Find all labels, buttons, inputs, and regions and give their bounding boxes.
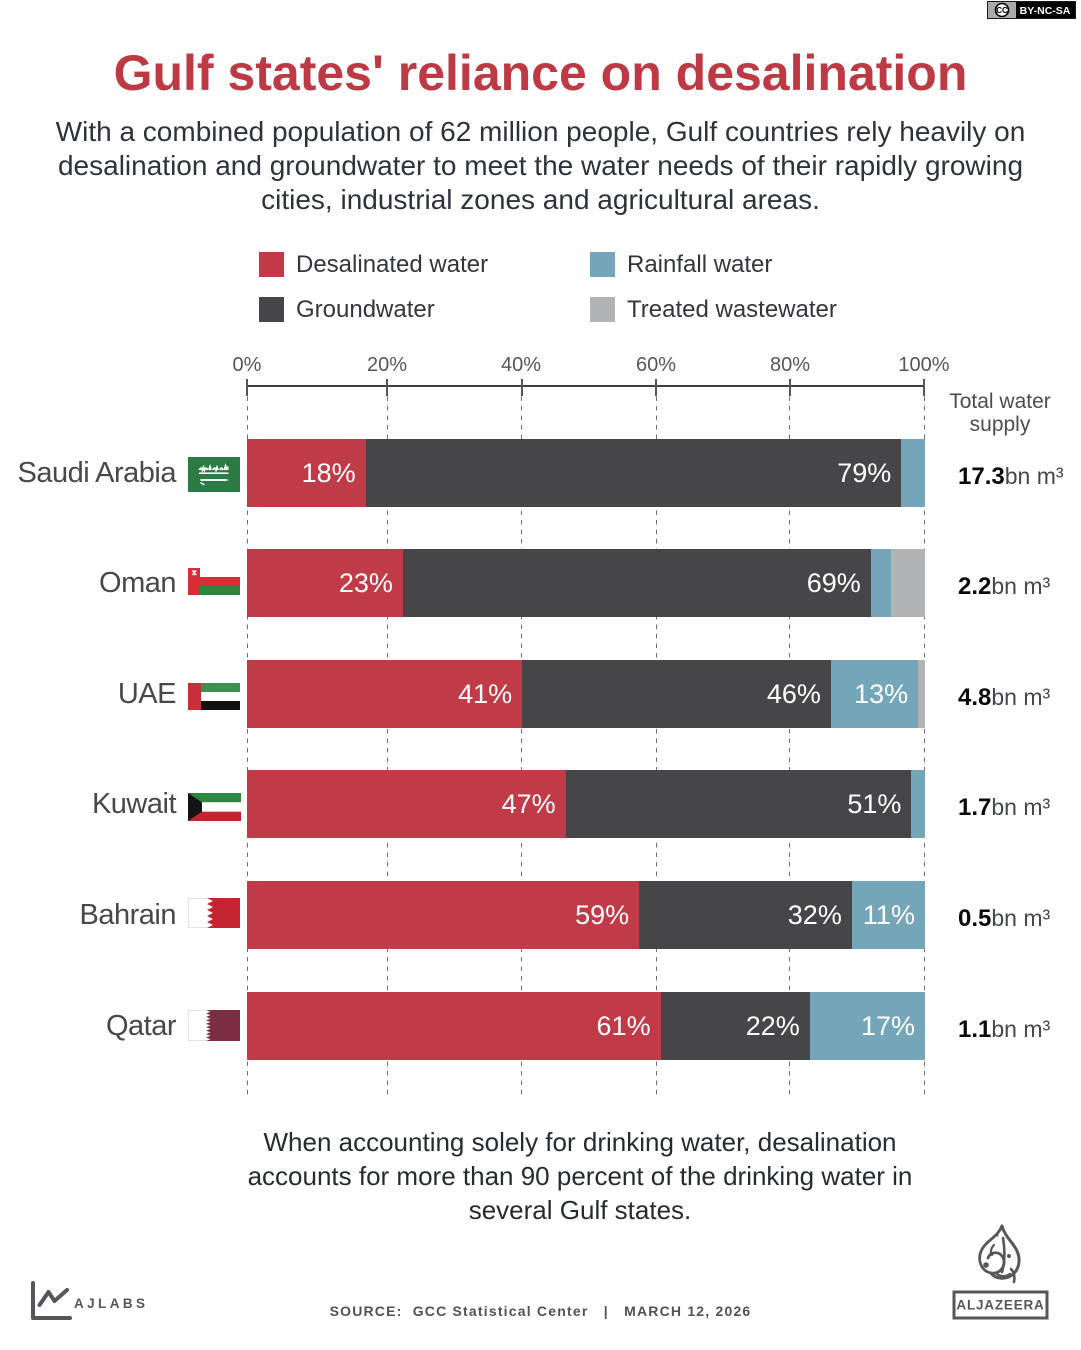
svg-text:BY-NC-SA: BY-NC-SA [1020,5,1071,17]
svg-text:CC: CC [996,6,1008,15]
svg-text:ALJAZEERA: ALJAZEERA [956,1298,1044,1313]
svg-text:AJLABS: AJLABS [74,1296,148,1311]
